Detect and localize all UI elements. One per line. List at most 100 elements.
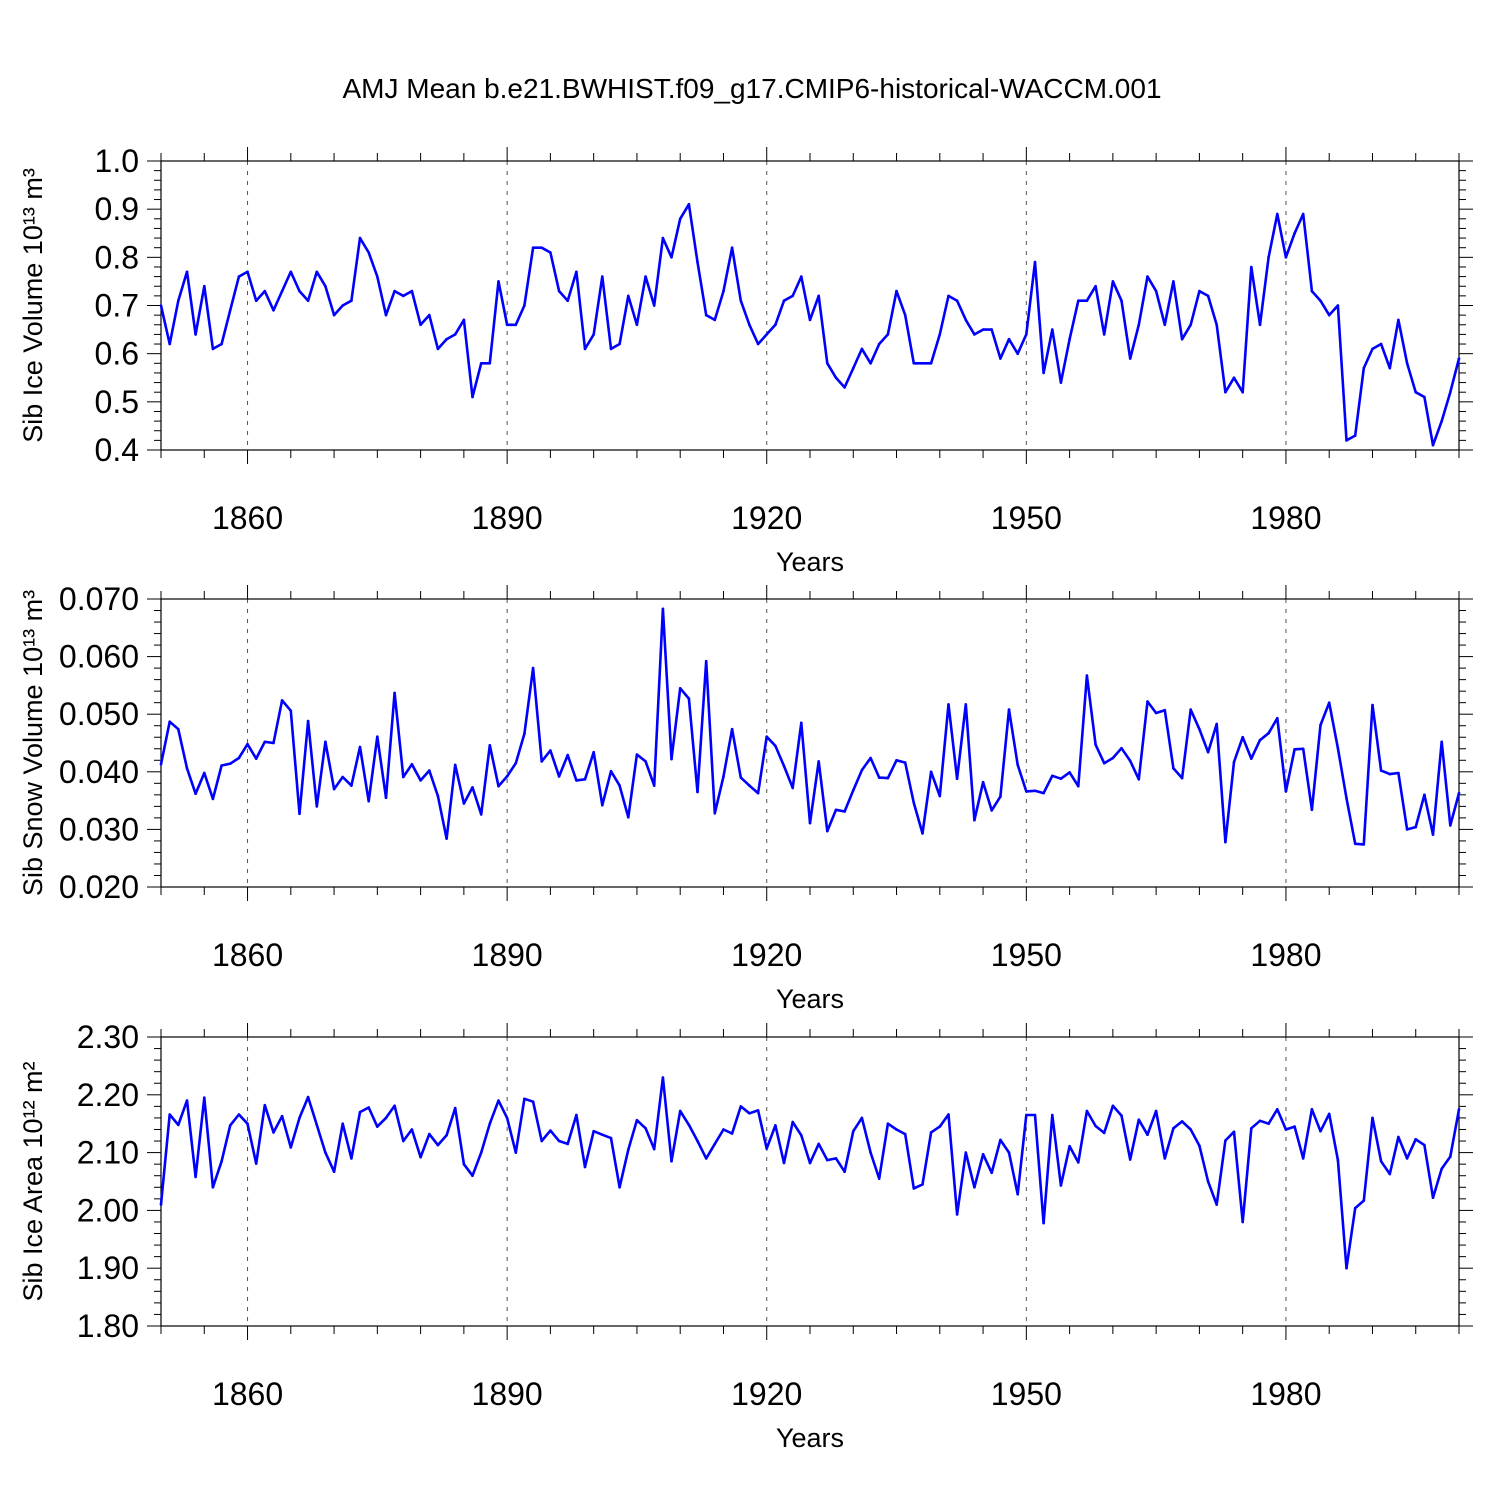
data-point (1111, 1104, 1115, 1108)
data-point (557, 775, 561, 778)
data-point (1154, 711, 1158, 715)
data-point (306, 719, 310, 723)
data-point (1068, 1144, 1071, 1148)
data-point (1025, 333, 1028, 336)
data-point (921, 1183, 924, 1186)
data-point (566, 299, 569, 303)
data-point (713, 1142, 717, 1146)
data-point (627, 1148, 630, 1151)
data-point (410, 289, 414, 293)
data-point (670, 255, 673, 259)
data-point (990, 1171, 993, 1175)
data-point (1353, 1206, 1357, 1210)
data-point (748, 1112, 751, 1115)
plot-frame (160, 598, 1460, 888)
data-point (929, 362, 933, 365)
y-tick-label: 0.020 (59, 869, 139, 905)
data-point (713, 812, 717, 815)
data-point (955, 299, 959, 303)
data-point (765, 333, 768, 336)
data-point (808, 821, 812, 825)
data-point (852, 788, 855, 792)
data-point (1379, 1160, 1383, 1163)
y-axis-title: Sib Ice Volume 10¹³ m³ (18, 168, 48, 443)
y-tick-label: 0.7 (95, 288, 139, 324)
data-point (1163, 1157, 1167, 1160)
data-point (1414, 390, 1417, 394)
data-point (549, 1129, 552, 1132)
data-point (1457, 1108, 1461, 1111)
data-point (1405, 362, 1409, 365)
data-point (1033, 1113, 1037, 1117)
data-point (618, 342, 621, 346)
data-point (999, 795, 1002, 798)
data-point (367, 1106, 371, 1109)
data-point (1414, 825, 1417, 829)
data-point (583, 778, 587, 781)
data-point (782, 1161, 786, 1165)
y-tick-label: 0.9 (95, 191, 139, 227)
data-point (471, 786, 474, 789)
data-point (756, 1109, 760, 1112)
data-point (211, 1186, 215, 1189)
data-point (903, 313, 907, 317)
data-point (1319, 723, 1322, 727)
data-point (1267, 731, 1270, 735)
data-point (497, 1099, 500, 1102)
figure-title: AMJ Mean b.e21.BWHIST.f09_g17.CMIP6-hist… (342, 73, 1161, 104)
data-point (1068, 337, 1071, 341)
data-point (601, 275, 604, 278)
data-point (1310, 808, 1314, 812)
data-point (436, 347, 440, 351)
data-point (1241, 1220, 1244, 1224)
data-point (523, 1097, 526, 1101)
data-point (601, 803, 604, 807)
data-point (834, 1157, 838, 1160)
data-point (1016, 1192, 1019, 1196)
y-tick-label: 2.20 (77, 1077, 139, 1113)
data-point (531, 246, 535, 249)
data-point (1232, 760, 1236, 764)
data-point (246, 270, 249, 274)
data-point (358, 745, 362, 749)
data-point (1405, 828, 1409, 831)
data-point (1224, 840, 1227, 844)
panel-1: 1860 1890 1920 1950 1980 Years 0.4 0.5 0.6 0.7 0.8… (18, 143, 1473, 577)
data-point (687, 697, 691, 700)
data-point (402, 775, 405, 779)
data-point (990, 328, 993, 331)
data-point (1457, 791, 1461, 795)
plot-frame (160, 160, 1460, 451)
data-point (306, 1095, 310, 1099)
data-point (947, 294, 950, 298)
data-point (800, 275, 803, 278)
data-point (739, 776, 743, 779)
data-point (1025, 1113, 1028, 1117)
data-point (514, 1151, 518, 1154)
data-point (1388, 772, 1392, 776)
data-point (228, 309, 232, 312)
data-point (886, 1122, 890, 1125)
data-point (1301, 1157, 1305, 1160)
data-point (263, 740, 267, 744)
data-point (990, 809, 993, 812)
data-point (1336, 1158, 1340, 1162)
data-point (505, 1116, 509, 1120)
data-point (479, 1151, 483, 1154)
data-point (1362, 1199, 1366, 1202)
data-point (1284, 255, 1288, 259)
data-point (1215, 323, 1218, 327)
data-point (410, 1128, 414, 1131)
data-point (877, 776, 881, 779)
data-point (618, 784, 621, 787)
data-point (315, 805, 319, 808)
data-point (609, 769, 613, 773)
x-axis-title: Years (776, 547, 844, 577)
data-point (462, 802, 466, 805)
data-point (1154, 1109, 1158, 1113)
data-point (280, 1114, 284, 1118)
data-point (739, 299, 743, 303)
data-point (938, 1125, 942, 1128)
data-point (808, 318, 812, 322)
data-point (791, 786, 794, 790)
